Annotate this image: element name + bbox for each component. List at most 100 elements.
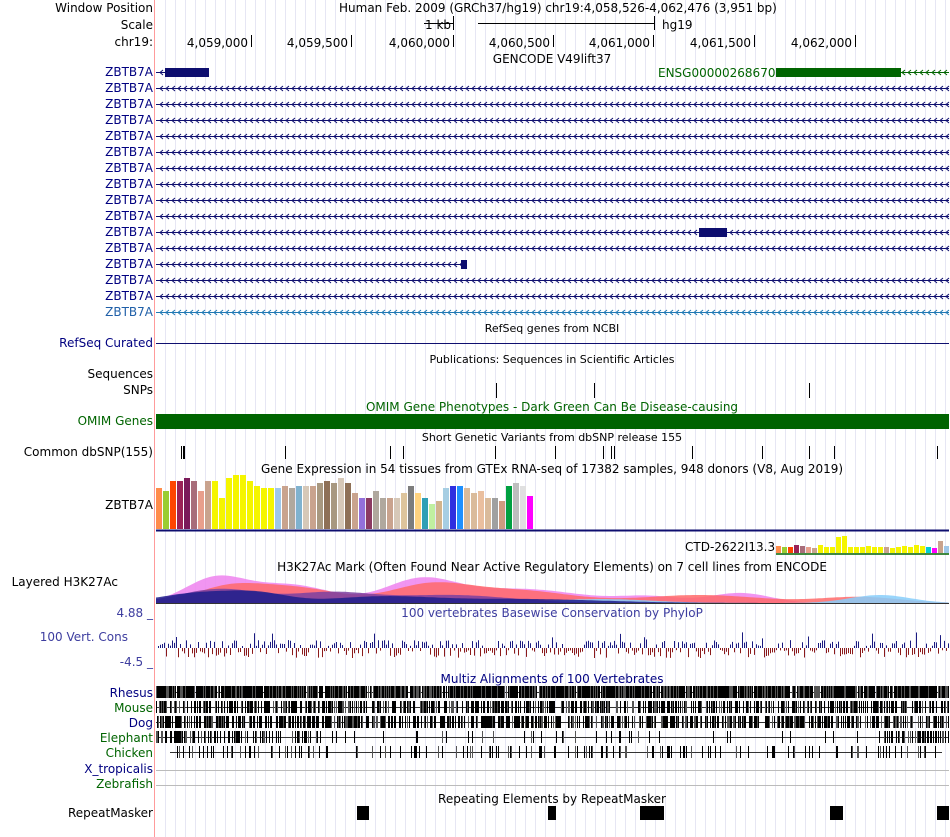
repeatmasker-title[interactable]: Repeating Elements by RepeatMasker bbox=[438, 792, 666, 806]
gtex-second-gene-label[interactable]: CTD-2622I13.3 bbox=[685, 540, 776, 554]
gene-label[interactable]: ZBTB7A bbox=[105, 305, 153, 319]
gencode-title[interactable]: GENCODE V49lift37 bbox=[492, 52, 612, 66]
alignment-block bbox=[648, 701, 649, 713]
alignment-block bbox=[778, 716, 779, 728]
alignment-block bbox=[639, 686, 640, 698]
alignment-block bbox=[827, 686, 828, 698]
phylop-title[interactable]: 100 vertebrates Basewise Conservation by… bbox=[401, 606, 703, 620]
gtex-title[interactable]: Gene Expression in 54 tissues from GTEx … bbox=[260, 462, 844, 476]
snps-label[interactable]: SNPs bbox=[123, 383, 153, 397]
publications-snps-track[interactable] bbox=[496, 383, 810, 398]
publications-title[interactable]: Publications: Sequences in Scientific Ar… bbox=[429, 353, 675, 366]
omim-label[interactable]: OMIM Genes bbox=[77, 414, 153, 428]
strand-arrow bbox=[837, 101, 842, 108]
species-label-chicken[interactable]: Chicken bbox=[105, 746, 153, 760]
refseq-label[interactable]: RefSeq Curated bbox=[59, 336, 153, 350]
alignment-block bbox=[342, 701, 343, 713]
repeatmasker-track[interactable] bbox=[357, 806, 949, 820]
ensg-label[interactable]: ENSG00000268670 bbox=[658, 66, 776, 80]
gene-label[interactable]: ZBTB7A bbox=[105, 177, 153, 191]
alignment-block bbox=[792, 686, 793, 698]
alignment-block bbox=[254, 701, 255, 713]
strand-arrow bbox=[861, 149, 866, 156]
strand-arrow bbox=[609, 101, 614, 108]
strand-arrow bbox=[861, 117, 866, 124]
dbsnp-title[interactable]: Short Genetic Variants from dbSNP releas… bbox=[421, 431, 683, 444]
alignment-block bbox=[694, 686, 695, 698]
omim-track[interactable] bbox=[156, 414, 949, 429]
alignment-block bbox=[943, 731, 944, 743]
gencode-track[interactable] bbox=[156, 68, 950, 316]
refseq-title[interactable]: RefSeq genes from NCBI bbox=[484, 322, 620, 335]
h3k27ac-label[interactable]: Layered H3K27Ac bbox=[11, 575, 118, 589]
gene-label[interactable]: ZBTB7A bbox=[105, 113, 153, 127]
species-label-rhesus[interactable]: Rhesus bbox=[109, 686, 153, 700]
species-label-dog[interactable]: Dog bbox=[128, 716, 153, 730]
strand-arrow bbox=[171, 277, 176, 284]
sequences-label[interactable]: Sequences bbox=[87, 367, 153, 381]
alignment-block bbox=[405, 701, 406, 713]
species-label-xtropicalis[interactable]: X_tropicalis bbox=[84, 762, 153, 776]
repeatmasker-label[interactable]: RepeatMasker bbox=[67, 806, 153, 820]
alignment-block bbox=[782, 731, 783, 743]
strand-arrow bbox=[693, 197, 698, 204]
alignment-block bbox=[438, 686, 439, 698]
phylop-track[interactable] bbox=[158, 632, 949, 658]
alignment-block bbox=[235, 686, 236, 698]
gene-label[interactable]: ZBTB7A bbox=[105, 209, 153, 223]
alignment-block bbox=[320, 731, 321, 743]
alignment-block bbox=[412, 686, 413, 698]
alignment-block bbox=[600, 701, 601, 713]
alignment-block bbox=[326, 686, 327, 698]
gene-label[interactable]: ZBTB7A bbox=[105, 129, 153, 143]
strand-arrow bbox=[849, 293, 854, 300]
multiz-title[interactable]: Multiz Alignments of 100 Vertebrates bbox=[440, 672, 664, 686]
gene-label[interactable]: ZBTB7A bbox=[105, 257, 153, 271]
phylop-label[interactable]: 100 Vert. Cons bbox=[39, 630, 128, 644]
strand-arrow bbox=[495, 197, 500, 204]
gene-label[interactable]: ZBTB7A bbox=[105, 193, 153, 207]
alignment-block bbox=[771, 686, 772, 698]
alignment-block bbox=[181, 716, 182, 728]
species-label-mouse[interactable]: Mouse bbox=[114, 701, 153, 715]
strand-arrow bbox=[333, 229, 338, 236]
dbsnp-track[interactable] bbox=[181, 446, 938, 459]
gene-label[interactable]: ZBTB7A bbox=[105, 225, 153, 239]
gtex-gene-label[interactable]: ZBTB7A bbox=[105, 498, 153, 512]
strand-arrow bbox=[357, 213, 362, 220]
strand-arrow bbox=[429, 309, 434, 316]
omim-title[interactable]: OMIM Gene Phenotypes - Dark Green Can Be… bbox=[365, 400, 739, 414]
gene-label[interactable]: ZBTB7A bbox=[105, 273, 153, 287]
alignment-block bbox=[926, 716, 927, 728]
alignment-block bbox=[258, 701, 259, 713]
gene-label[interactable]: ZBTB7A bbox=[105, 145, 153, 159]
dbsnp-label[interactable]: Common dbSNP(155) bbox=[23, 445, 153, 459]
gtex-track[interactable] bbox=[156, 475, 950, 555]
multiz-track[interactable] bbox=[156, 686, 949, 786]
alignment-block bbox=[293, 716, 294, 728]
strand-arrow bbox=[183, 213, 188, 220]
alignment-block bbox=[718, 716, 719, 728]
h3k27ac-track[interactable] bbox=[156, 575, 949, 604]
species-label-elephant[interactable]: Elephant bbox=[99, 731, 153, 745]
gene-label[interactable]: ZBTB7A bbox=[105, 81, 153, 95]
gene-label[interactable]: ZBTB7A bbox=[105, 289, 153, 303]
alignment-block bbox=[375, 686, 376, 698]
gene-label[interactable]: ZBTB7A bbox=[105, 241, 153, 255]
alignment-block bbox=[493, 731, 494, 743]
species-label-zebrafish[interactable]: Zebrafish bbox=[96, 777, 153, 791]
gene-label[interactable]: ZBTB7A bbox=[105, 161, 153, 175]
strand-arrow bbox=[801, 213, 806, 220]
strand-arrow bbox=[225, 277, 230, 284]
alignment-block bbox=[531, 731, 532, 743]
gene-label[interactable]: ZBTB7A bbox=[105, 97, 153, 111]
alignment-block bbox=[326, 701, 327, 713]
strand-arrow bbox=[759, 293, 764, 300]
gene-label[interactable]: ZBTB7A bbox=[105, 65, 153, 79]
strand-arrow bbox=[627, 149, 632, 156]
alignment-block bbox=[750, 701, 751, 713]
strand-arrow bbox=[387, 197, 392, 204]
strand-arrow bbox=[279, 293, 284, 300]
h3k27ac-title[interactable]: H3K27Ac Mark (Often Found Near Active Re… bbox=[277, 560, 827, 574]
